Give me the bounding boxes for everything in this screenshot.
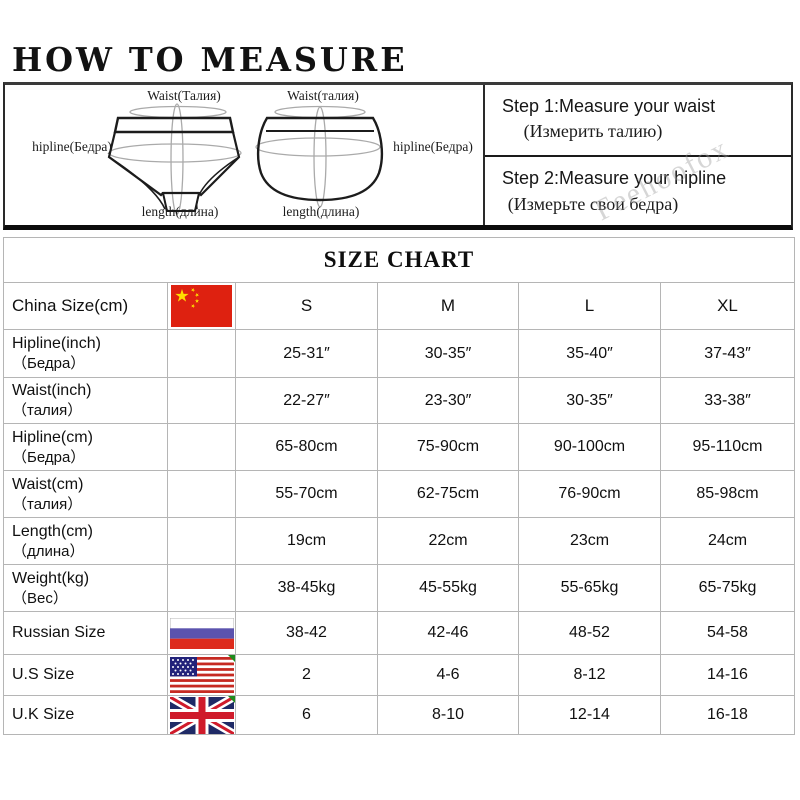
step1-text: Step 1:Measure your waist xyxy=(502,96,716,116)
row-label-hipline-inch: Hipline(inch) （Бедра） xyxy=(4,330,168,378)
uk-flag-icon xyxy=(169,696,234,734)
row-label-waist-cm: Waist(cm) （талия） xyxy=(4,471,168,518)
section-divider xyxy=(483,85,485,225)
step2-text-ru: (Измерьте свои бедра) xyxy=(507,194,679,214)
table-value: 24cm xyxy=(661,518,795,565)
table-value: 23-30″ xyxy=(378,378,519,424)
table-value: 2 xyxy=(236,655,378,696)
empty-flag-cell xyxy=(168,378,236,424)
label-hipline-right: hipline(Бедра) xyxy=(393,139,473,154)
table-value: 55-65kg xyxy=(519,565,661,612)
label-length-right: length(длина) xyxy=(282,204,360,219)
empty-flag-cell xyxy=(168,471,236,518)
table-value: 75-90cm xyxy=(378,424,519,471)
usa-flag-icon xyxy=(169,657,234,693)
uk-flag-cell xyxy=(168,696,236,735)
empty-flag-cell xyxy=(168,565,236,612)
usa-flag-cell xyxy=(168,655,236,696)
step1-text-ru: (Измерить талию) xyxy=(523,121,663,141)
empty-flag-cell xyxy=(168,424,236,471)
label-waist-right: Waist(талия) xyxy=(287,88,359,103)
table-value: 30-35″ xyxy=(519,378,661,424)
size-chart-title: SIZE CHART xyxy=(4,238,795,283)
russia-flag-cell xyxy=(168,612,236,655)
table-value: 45-55kg xyxy=(378,565,519,612)
step2-text: Step 2:Measure your hipline xyxy=(502,168,727,188)
row-label-waist-inch: Waist(inch) （талия） xyxy=(4,378,168,424)
row-label-length-cm: Length(cm) （длина） xyxy=(4,518,168,565)
empty-flag-cell xyxy=(168,330,236,378)
comment-marker xyxy=(228,696,235,703)
table-value: 38-42 xyxy=(236,612,378,655)
table-value: 76-90cm xyxy=(519,471,661,518)
table-value: 65-75kg xyxy=(661,565,795,612)
china-flag-cell xyxy=(168,283,236,330)
table-value: 90-100cm xyxy=(519,424,661,471)
table-value: 55-70cm xyxy=(236,471,378,518)
table-value: 85-98cm xyxy=(661,471,795,518)
column-header-l: L xyxy=(519,283,661,330)
table-value: 22cm xyxy=(378,518,519,565)
table-value: 19cm xyxy=(236,518,378,565)
table-value: 38-45kg xyxy=(236,565,378,612)
page-title: HOW TO MEASURE xyxy=(12,40,408,79)
table-value: 25-31″ xyxy=(236,330,378,378)
table-value: 62-75cm xyxy=(378,471,519,518)
table-value: 14-16 xyxy=(661,655,795,696)
row-label-hipline-cm: Hipline(cm) （Бедра） xyxy=(4,424,168,471)
header-china-size: China Size(cm) xyxy=(4,283,168,330)
table-value: 22-27″ xyxy=(236,378,378,424)
row-label-weight-kg: Weight(kg) （Вес） xyxy=(4,565,168,612)
label-hipline-left: hipline(Бедра) xyxy=(32,139,112,154)
steps-divider xyxy=(485,155,791,157)
measure-section: Waist(Талия) Waist(талия) hipline(Бедра)… xyxy=(3,82,793,230)
table-value: 65-80cm xyxy=(236,424,378,471)
china-flag-icon xyxy=(171,285,232,327)
table-value: 6 xyxy=(236,696,378,735)
empty-flag-cell xyxy=(168,518,236,565)
row-label-russian-size: Russian Size xyxy=(4,612,168,655)
size-chart-table: SIZE CHART China Size(cm) S M L XL Hipli… xyxy=(3,237,795,735)
column-header-s: S xyxy=(236,283,378,330)
row-label-uk-size: U.K Size xyxy=(4,696,168,735)
table-value: 16-18 xyxy=(661,696,795,735)
table-value: 8-12 xyxy=(519,655,661,696)
column-header-m: M xyxy=(378,283,519,330)
table-value: 42-46 xyxy=(378,612,519,655)
panty-diagrams xyxy=(107,103,384,215)
table-value: 33-38″ xyxy=(661,378,795,424)
column-header-xl: XL xyxy=(661,283,795,330)
table-value: 12-14 xyxy=(519,696,661,735)
table-value: 4-6 xyxy=(378,655,519,696)
table-value: 30-35″ xyxy=(378,330,519,378)
russia-flag-icon xyxy=(169,617,234,649)
label-length-left: length(длина) xyxy=(141,204,219,219)
table-value: 8-10 xyxy=(378,696,519,735)
table-value: 37-43″ xyxy=(661,330,795,378)
row-label-us-size: U.S Size xyxy=(4,655,168,696)
table-value: 48-52 xyxy=(519,612,661,655)
table-value: 54-58 xyxy=(661,612,795,655)
table-value: 23cm xyxy=(519,518,661,565)
table-value: 95-110cm xyxy=(661,424,795,471)
label-waist-left: Waist(Талия) xyxy=(147,88,221,103)
table-value: 35-40″ xyxy=(519,330,661,378)
comment-marker xyxy=(228,655,235,662)
